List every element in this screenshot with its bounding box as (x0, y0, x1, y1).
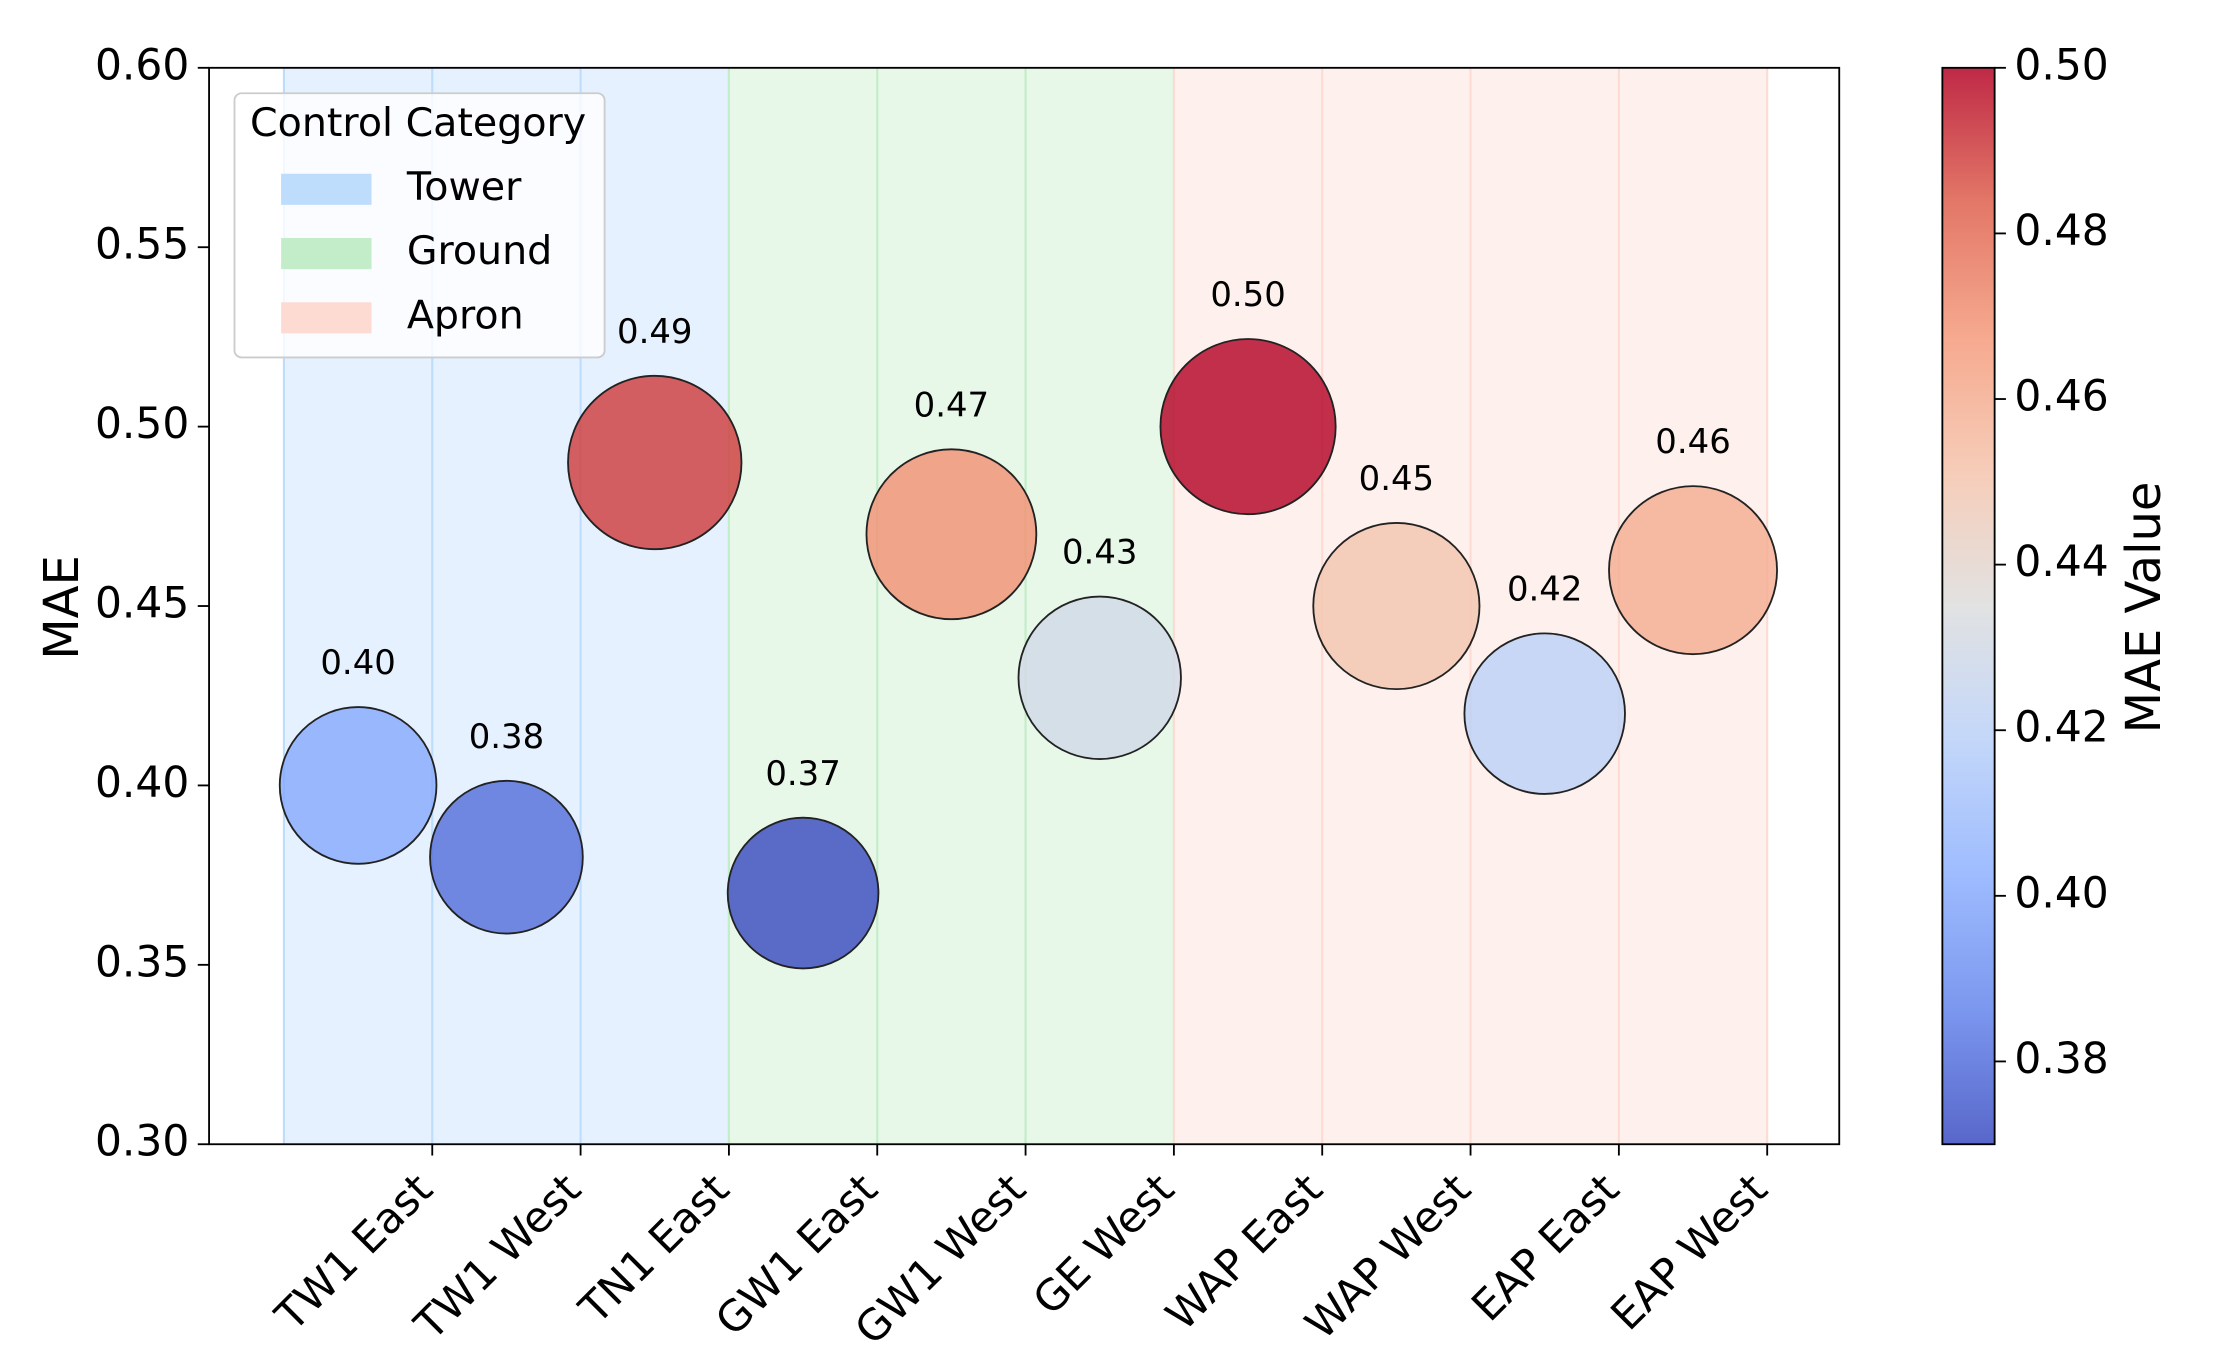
value-label: 0.49 (617, 312, 692, 351)
colorbar-label: MAE Value (2116, 482, 2172, 734)
y-tick-label: 0.50 (95, 399, 189, 448)
value-label: 0.38 (469, 717, 544, 756)
value-label: 0.40 (320, 643, 395, 682)
legend-swatch (281, 302, 372, 334)
bubble (429, 779, 584, 935)
bubble (1608, 485, 1778, 656)
value-label: 0.42 (1507, 569, 1582, 608)
bubble (278, 706, 438, 865)
plot-frame (208, 66, 1841, 1146)
bubble (865, 448, 1038, 621)
colorbar-tick-label: 0.40 (2014, 868, 2108, 917)
y-tick-label: 0.60 (95, 40, 189, 89)
value-label: 0.37 (765, 754, 840, 793)
colorbar-tick-label: 0.44 (2014, 537, 2108, 586)
y-tick-label: 0.30 (95, 1117, 189, 1166)
value-label: 0.46 (1655, 422, 1730, 461)
value-label: 0.47 (914, 385, 989, 424)
colorbar-tick-label: 0.46 (2014, 372, 2108, 421)
legend-box (233, 92, 606, 359)
value-label: 0.50 (1210, 275, 1285, 314)
bubble (1017, 595, 1182, 760)
bubble (1159, 338, 1337, 516)
legend: Control Category Tower Ground Apron (233, 92, 606, 359)
bubble (567, 374, 743, 551)
y-tick-label: 0.40 (95, 758, 189, 807)
colorbar-tick-label: 0.50 (2014, 40, 2108, 89)
x-tick-label: EAP West (1601, 1164, 1776, 1339)
colorbar (1941, 66, 1996, 1146)
value-label: 0.43 (1062, 533, 1137, 572)
colorbar-tick-label: 0.38 (2014, 1034, 2108, 1083)
legend-swatch (281, 173, 372, 205)
y-tick-label: 0.55 (95, 220, 189, 269)
legend-title: Control Category (250, 100, 586, 146)
legend-label: Apron (407, 292, 524, 338)
legend-label: Ground (407, 228, 552, 274)
legend-label: Tower (406, 164, 522, 210)
legend-swatch (281, 238, 372, 270)
y-tick-label: 0.45 (95, 579, 189, 628)
colorbar-tick-label: 0.42 (2014, 703, 2108, 752)
colorbar-tick-label: 0.48 (2014, 206, 2108, 255)
y-tick-label: 0.35 (95, 937, 189, 986)
y-axis-label: MAE (34, 555, 90, 660)
bubble (726, 816, 880, 970)
bubble (1463, 632, 1626, 795)
value-label: 0.45 (1359, 459, 1434, 498)
bubble (1312, 521, 1481, 691)
